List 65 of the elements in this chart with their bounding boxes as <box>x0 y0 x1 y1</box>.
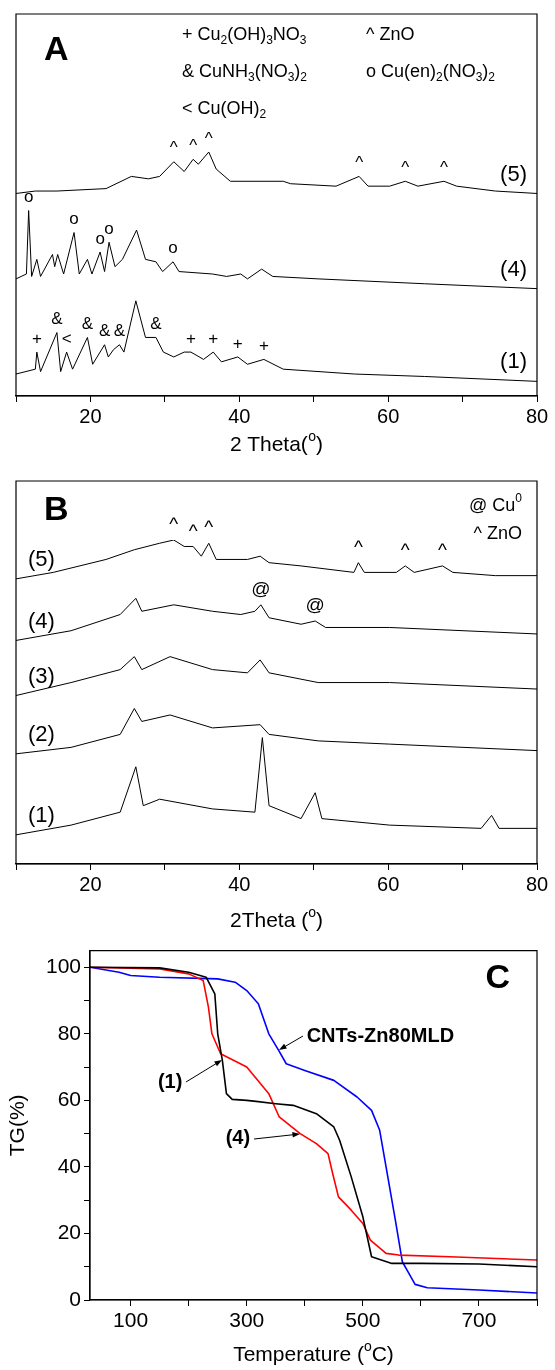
annotation: o <box>23 187 34 207</box>
y-tick-label: 20 <box>57 1220 81 1244</box>
annotation: ^ ZnO <box>473 522 523 543</box>
annotation: ^ <box>204 516 214 538</box>
annotation: + <box>31 328 42 348</box>
annotation: & <box>150 314 163 334</box>
annotation: ^ <box>169 138 178 158</box>
x-tick-label: 60 <box>377 872 400 895</box>
x-tick-label: 700 <box>461 1308 497 1332</box>
annotation: (1) <box>157 1069 183 1092</box>
annotation: & <box>51 309 64 329</box>
chart-title: C <box>485 957 511 996</box>
x-tick-label: 300 <box>229 1308 265 1332</box>
chart-title: B <box>44 489 69 528</box>
annotation: o <box>104 218 114 238</box>
annotation: ^ <box>169 513 179 535</box>
x-tick-label: 20 <box>79 404 102 427</box>
chart-title: A <box>44 29 69 68</box>
annotation: ^ <box>204 128 213 148</box>
annotation: (4) <box>225 1126 251 1149</box>
annotation: + <box>208 328 219 348</box>
x-tick-label: 80 <box>525 872 549 895</box>
series-label: (5) <box>28 545 55 571</box>
annotation: ^ <box>353 535 363 557</box>
annotation: + <box>185 328 196 348</box>
annotation: ^ <box>439 157 448 177</box>
annotation: ^ <box>189 136 198 156</box>
annotation: @ <box>305 594 325 616</box>
annotation: ^ <box>401 157 410 177</box>
x-tick-label: 100 <box>113 1308 149 1332</box>
y-axis-title: TG(%) <box>4 1094 28 1157</box>
x-tick-label: 80 <box>525 404 549 427</box>
annotation: < <box>61 328 72 348</box>
annotation: ^ <box>438 539 448 561</box>
annotation: o <box>95 228 105 248</box>
series-label: (5) <box>500 160 527 186</box>
x-tick-label: 500 <box>345 1308 381 1332</box>
x-tick-label: 40 <box>228 872 251 895</box>
series-label: (2) <box>28 720 55 746</box>
y-tick-label: 80 <box>57 1020 81 1044</box>
annotation: + <box>232 333 243 353</box>
series-label: (3) <box>28 662 55 688</box>
y-tick-label: 40 <box>57 1153 81 1177</box>
x-tick-label: 20 <box>79 872 102 895</box>
annotation: & <box>113 321 126 341</box>
series-label: (1) <box>28 801 55 827</box>
series-label: (1) <box>500 348 527 374</box>
x-tick-label: 40 <box>228 404 251 427</box>
y-tick-label: 0 <box>69 1286 81 1310</box>
x-tick-label: 60 <box>377 404 400 427</box>
annotation: CNTs-Zn80MLD <box>306 1023 455 1046</box>
text: ^ ZnO <box>366 23 415 44</box>
annotation: o <box>69 209 79 229</box>
series-label: (4) <box>28 607 55 633</box>
y-tick-label: 100 <box>45 954 81 978</box>
series-label: (4) <box>500 255 527 281</box>
annotation: ^ <box>400 539 410 561</box>
annotation: ^ <box>188 519 198 541</box>
y-tick-label: 60 <box>57 1087 81 1111</box>
annotation: + <box>258 336 269 356</box>
annotation: & <box>81 314 94 334</box>
annotation: & <box>98 321 111 341</box>
annotation: o <box>168 238 178 258</box>
annotation: ^ <box>355 153 364 173</box>
annotation: @ <box>251 578 271 600</box>
